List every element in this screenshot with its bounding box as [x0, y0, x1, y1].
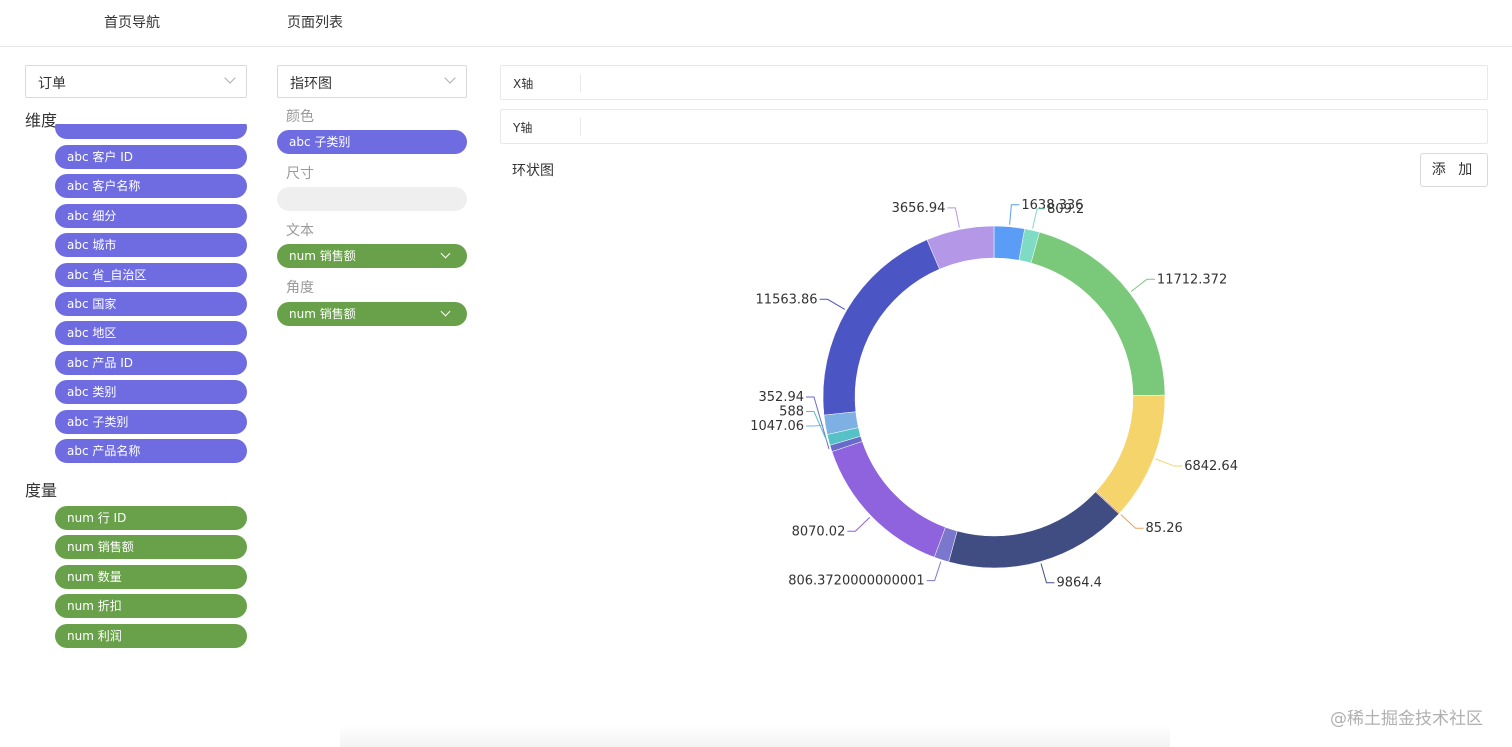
measure-pill[interactable]: num 利润	[55, 623, 247, 648]
text-field-label: num 销售额	[289, 249, 356, 263]
slice-value-label: 11712.372	[1157, 272, 1227, 287]
donut-slice[interactable]	[1096, 394, 1166, 514]
dimension-pill[interactable]: abc 细分	[55, 203, 247, 228]
slice-value-label: 3656.94	[892, 201, 946, 216]
slice-value-label: 85.26	[1146, 521, 1183, 536]
dimension-title: 维度	[25, 111, 58, 130]
dimension-pill[interactable]: abc 客户 ID	[55, 145, 247, 169]
slice-value-label: 588	[779, 405, 804, 420]
size-drop-zone[interactable]	[277, 187, 467, 211]
color-label: 颜色	[286, 109, 314, 125]
dimension-pill[interactable]: abc 类别	[55, 380, 247, 405]
dimension-pill[interactable]: abc 产品 ID	[55, 350, 247, 375]
y-axis-label: Y轴	[513, 121, 533, 135]
watermark: @稀土掘金技术社区	[1330, 709, 1483, 729]
measure-pill[interactable]: num 销售额	[55, 535, 247, 560]
text-label: 文本	[286, 223, 314, 239]
slice-value-label: 1047.06	[750, 419, 804, 434]
donut-slice[interactable]	[822, 239, 940, 416]
dimension-pill[interactable]: abc 城市	[55, 233, 247, 258]
x-axis-drop-zone[interactable]: X轴	[500, 65, 1488, 100]
chart-type-select[interactable]: 指环图	[277, 65, 467, 98]
chart-title: 环状图	[512, 163, 554, 179]
dimension-pill[interactable]: abc 省_自治区	[55, 262, 247, 287]
label-leader-line	[806, 396, 830, 450]
size-label: 尺寸	[286, 166, 314, 182]
bottom-shadow	[340, 725, 1170, 747]
slice-value-label: 806.3720000000001	[788, 574, 924, 589]
table-select[interactable]: 订单	[25, 65, 247, 98]
label-leader-line	[1130, 278, 1155, 292]
slice-value-label: 11563.86	[756, 292, 818, 307]
label-leader-line	[1040, 563, 1055, 584]
dimension-pill[interactable]: abc 产品名称	[55, 439, 247, 463]
y-axis-drop-zone[interactable]: Y轴	[500, 109, 1488, 144]
measure-pill[interactable]: num 行 ID	[55, 506, 247, 530]
slice-value-label: 809.2	[1047, 202, 1084, 217]
label-leader-line	[806, 411, 827, 441]
top-navigation: 首页导航 页面列表	[0, 0, 1512, 47]
slice-value-label: 352.94	[759, 390, 805, 405]
table-select-value: 订单	[38, 76, 66, 92]
donut-slice[interactable]	[948, 491, 1120, 569]
dimension-pill-partial[interactable]	[55, 124, 247, 139]
slice-value-label: 6842.64	[1184, 459, 1238, 474]
donut-slice[interactable]	[926, 225, 995, 270]
dimension-pill[interactable]: abc 客户名称	[55, 174, 247, 199]
measure-pill[interactable]: num 折扣	[55, 594, 247, 619]
text-field-pill[interactable]: num 销售额	[277, 244, 467, 268]
angle-field-label: num 销售额	[289, 307, 356, 321]
x-axis-label: X轴	[513, 77, 534, 91]
divider	[580, 118, 581, 136]
angle-field-pill[interactable]: num 销售额	[277, 302, 467, 326]
color-field-pill[interactable]: abc 子类别	[277, 130, 467, 154]
measure-title: 度量	[25, 481, 58, 500]
measure-pill[interactable]: num 数量	[55, 564, 247, 589]
label-leader-line	[1009, 204, 1020, 225]
label-leader-line	[847, 516, 871, 532]
dimension-pill[interactable]: abc 国家	[55, 292, 247, 316]
slice-value-label: 9864.4	[1056, 576, 1102, 591]
label-leader-line	[926, 561, 942, 582]
donut-slice[interactable]	[1030, 231, 1166, 396]
label-leader-line	[947, 207, 960, 228]
nav-home[interactable]: 首页导航	[104, 15, 160, 31]
chart-type-value: 指环图	[290, 76, 332, 92]
donut-slice[interactable]	[831, 441, 946, 558]
nav-page-list[interactable]: 页面列表	[287, 15, 343, 31]
label-leader-line	[819, 298, 846, 310]
divider	[580, 74, 581, 92]
label-leader-line	[1120, 514, 1144, 529]
label-leader-line	[1032, 208, 1046, 229]
slice-value-label: 8070.02	[792, 524, 846, 539]
label-leader-line	[1155, 458, 1183, 467]
add-button[interactable]: 添 加	[1420, 153, 1488, 187]
dimension-pill[interactable]: abc 地区	[55, 321, 247, 346]
angle-label: 角度	[286, 280, 314, 296]
label-leader-line	[806, 424, 824, 427]
dimension-pill[interactable]: abc 子类别	[55, 409, 247, 434]
